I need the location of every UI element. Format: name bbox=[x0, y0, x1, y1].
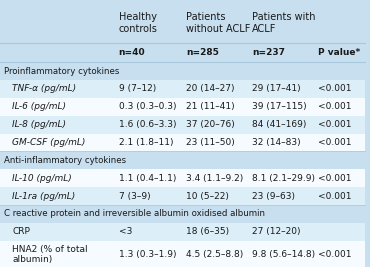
Text: 1.1 (0.4–1.1): 1.1 (0.4–1.1) bbox=[119, 174, 176, 183]
Text: 3.4 (1.1–9.2): 3.4 (1.1–9.2) bbox=[186, 174, 243, 183]
Bar bbox=[0, 43, 365, 62]
Bar bbox=[0, 187, 365, 205]
Text: C reactive protein and irreversible albumin oxidised albumin: C reactive protein and irreversible albu… bbox=[4, 209, 265, 218]
Text: n=285: n=285 bbox=[186, 48, 219, 57]
Bar bbox=[0, 205, 365, 223]
Text: 2.1 (1.8–11): 2.1 (1.8–11) bbox=[119, 138, 173, 147]
Bar bbox=[0, 80, 365, 98]
Text: 4.5 (2.5–8.8): 4.5 (2.5–8.8) bbox=[186, 250, 243, 259]
Text: <0.001: <0.001 bbox=[317, 120, 351, 129]
Text: 37 (20–76): 37 (20–76) bbox=[186, 120, 235, 129]
Text: 23 (11–50): 23 (11–50) bbox=[186, 138, 235, 147]
Text: <0.001: <0.001 bbox=[317, 191, 351, 201]
Text: IL-6 (pg/mL): IL-6 (pg/mL) bbox=[12, 102, 66, 111]
Text: CRP: CRP bbox=[12, 227, 30, 236]
Text: 20 (14–27): 20 (14–27) bbox=[186, 84, 235, 93]
Text: 10 (5–22): 10 (5–22) bbox=[186, 191, 229, 201]
Text: P value*: P value* bbox=[317, 48, 360, 57]
Text: IL-8 (pg/mL): IL-8 (pg/mL) bbox=[12, 120, 66, 129]
Text: Proinflammatory cytokines: Proinflammatory cytokines bbox=[4, 67, 119, 76]
Text: 23 (9–63): 23 (9–63) bbox=[252, 191, 295, 201]
Text: 32 (14–83): 32 (14–83) bbox=[252, 138, 300, 147]
Bar bbox=[0, 134, 365, 151]
Bar bbox=[0, 169, 365, 187]
Text: 8.1 (2.1–29.9): 8.1 (2.1–29.9) bbox=[252, 174, 315, 183]
Text: GM-CSF (pg/mL): GM-CSF (pg/mL) bbox=[12, 138, 85, 147]
Bar bbox=[0, 98, 365, 116]
Text: IL-1ra (pg/mL): IL-1ra (pg/mL) bbox=[12, 191, 75, 201]
Bar bbox=[0, 3, 365, 43]
Text: 9.8 (5.6–14.8): 9.8 (5.6–14.8) bbox=[252, 250, 315, 259]
Text: <0.001: <0.001 bbox=[317, 138, 351, 147]
Text: 0.3 (0.3–0.3): 0.3 (0.3–0.3) bbox=[119, 102, 176, 111]
Text: 7 (3–9): 7 (3–9) bbox=[119, 191, 150, 201]
Text: <0.001: <0.001 bbox=[317, 250, 351, 259]
Text: n=237: n=237 bbox=[252, 48, 285, 57]
Text: 39 (17–115): 39 (17–115) bbox=[252, 102, 306, 111]
Text: 27 (12–20): 27 (12–20) bbox=[252, 227, 300, 236]
Bar bbox=[0, 151, 365, 169]
Text: HNA2 (% of total
albumin): HNA2 (% of total albumin) bbox=[12, 245, 88, 264]
Text: 18 (6–35): 18 (6–35) bbox=[186, 227, 229, 236]
Text: 21 (11–41): 21 (11–41) bbox=[186, 102, 235, 111]
Text: n=40: n=40 bbox=[119, 48, 145, 57]
Bar bbox=[0, 62, 365, 80]
Text: 1.6 (0.6–3.3): 1.6 (0.6–3.3) bbox=[119, 120, 176, 129]
Text: 84 (41–169): 84 (41–169) bbox=[252, 120, 306, 129]
Bar bbox=[0, 223, 365, 241]
Text: <3: <3 bbox=[119, 227, 132, 236]
Text: 1.3 (0.3–1.9): 1.3 (0.3–1.9) bbox=[119, 250, 176, 259]
Text: Anti-inflammatory cytokines: Anti-inflammatory cytokines bbox=[4, 156, 126, 165]
Text: Healthy
controls: Healthy controls bbox=[119, 12, 158, 34]
Text: <0.001: <0.001 bbox=[317, 102, 351, 111]
Text: 29 (17–41): 29 (17–41) bbox=[252, 84, 300, 93]
Text: <0.001: <0.001 bbox=[317, 174, 351, 183]
Text: IL-10 (pg/mL): IL-10 (pg/mL) bbox=[12, 174, 72, 183]
Bar bbox=[0, 241, 365, 267]
Text: TNF-α (pg/mL): TNF-α (pg/mL) bbox=[12, 84, 76, 93]
Bar bbox=[0, 116, 365, 134]
Text: Patients
without ACLF: Patients without ACLF bbox=[186, 12, 250, 34]
Text: 9 (7–12): 9 (7–12) bbox=[119, 84, 156, 93]
Text: <0.001: <0.001 bbox=[317, 84, 351, 93]
Text: Patients with
ACLF: Patients with ACLF bbox=[252, 12, 315, 34]
